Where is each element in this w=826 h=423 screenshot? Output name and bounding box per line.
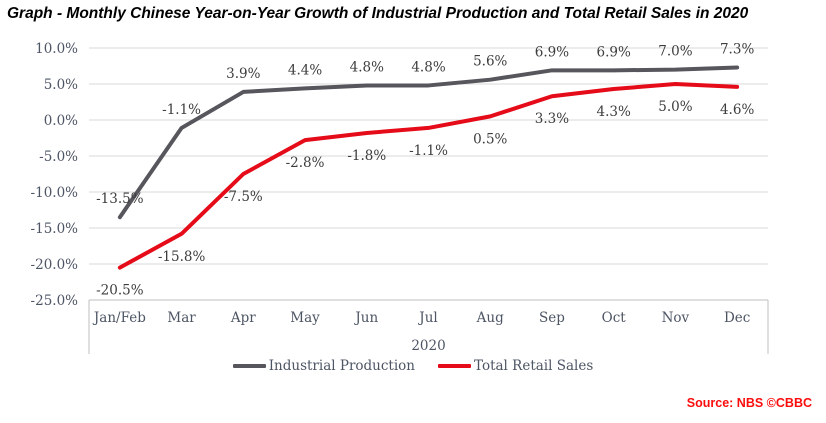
x-axis-title: 2020 bbox=[411, 338, 445, 354]
data-label: 4.8% bbox=[350, 59, 384, 75]
total-retail-sales-line-swatch bbox=[438, 364, 471, 368]
data-label: 4.3% bbox=[597, 104, 631, 120]
x-category-label: Jun bbox=[353, 310, 378, 326]
x-category-label: Aug bbox=[476, 310, 504, 326]
legend-label-total-retail-sales: Total Retail Sales bbox=[474, 358, 594, 374]
data-label: 3.3% bbox=[535, 111, 569, 127]
data-label: -15.8% bbox=[158, 249, 206, 265]
y-tick-label: -5.0% bbox=[39, 149, 78, 165]
legend-item-industrial-production: Industrial Production bbox=[232, 358, 415, 374]
legend-label-industrial-production: Industrial Production bbox=[268, 358, 415, 374]
y-tick-label: -20.0% bbox=[31, 257, 79, 273]
data-label: -2.8% bbox=[286, 155, 325, 171]
data-label: 5.6% bbox=[473, 54, 507, 70]
y-tick-label: 0.0% bbox=[44, 113, 78, 129]
y-tick-label: 5.0% bbox=[44, 77, 78, 93]
x-category-label: Nov bbox=[662, 310, 690, 326]
chart-title: Graph - Monthly Chinese Year-on-Year Gro… bbox=[7, 5, 749, 22]
data-label: 4.6% bbox=[720, 102, 754, 118]
chart-legend: Industrial Production Total Retail Sales bbox=[0, 358, 826, 374]
data-label: 0.5% bbox=[473, 131, 507, 147]
data-label: 4.4% bbox=[288, 62, 322, 78]
data-label: -13.5% bbox=[96, 191, 144, 207]
x-category-label: Jul bbox=[417, 310, 437, 326]
x-category-label: Dec bbox=[724, 310, 750, 326]
x-category-label: Jan/Feb bbox=[92, 310, 146, 326]
data-label: 6.9% bbox=[535, 44, 569, 60]
y-tick-label: -15.0% bbox=[31, 221, 79, 237]
data-label: 7.3% bbox=[720, 41, 754, 57]
y-tick-label: -25.0% bbox=[31, 293, 79, 309]
source-note: Source: NBS ©CBBC bbox=[686, 396, 812, 410]
data-label: 4.8% bbox=[411, 59, 445, 75]
data-label: -1.1% bbox=[409, 143, 448, 159]
y-tick-label: 10.0% bbox=[35, 41, 78, 57]
x-category-label: Sep bbox=[539, 310, 565, 326]
industrial-production-line-swatch bbox=[232, 364, 266, 368]
y-tick-label: -10.0% bbox=[31, 185, 79, 201]
x-category-label: Oct bbox=[602, 310, 627, 326]
data-label: -1.8% bbox=[347, 148, 386, 164]
data-label: 6.9% bbox=[597, 44, 631, 60]
data-label: -1.1% bbox=[162, 102, 201, 118]
x-category-label: May bbox=[290, 310, 320, 326]
x-category-label: Mar bbox=[167, 310, 196, 326]
legend-item-total-retail-sales: Total Retail Sales bbox=[438, 358, 593, 374]
data-label: 5.0% bbox=[658, 99, 692, 115]
data-label: -7.5% bbox=[224, 189, 263, 205]
x-category-label: Apr bbox=[230, 310, 256, 326]
series-line-total-retail-sales bbox=[117, 82, 740, 270]
data-label: 7.0% bbox=[658, 44, 692, 60]
series-line-industrial-production bbox=[117, 65, 740, 220]
data-label: -20.5% bbox=[96, 283, 144, 299]
data-label: 3.9% bbox=[226, 66, 260, 82]
